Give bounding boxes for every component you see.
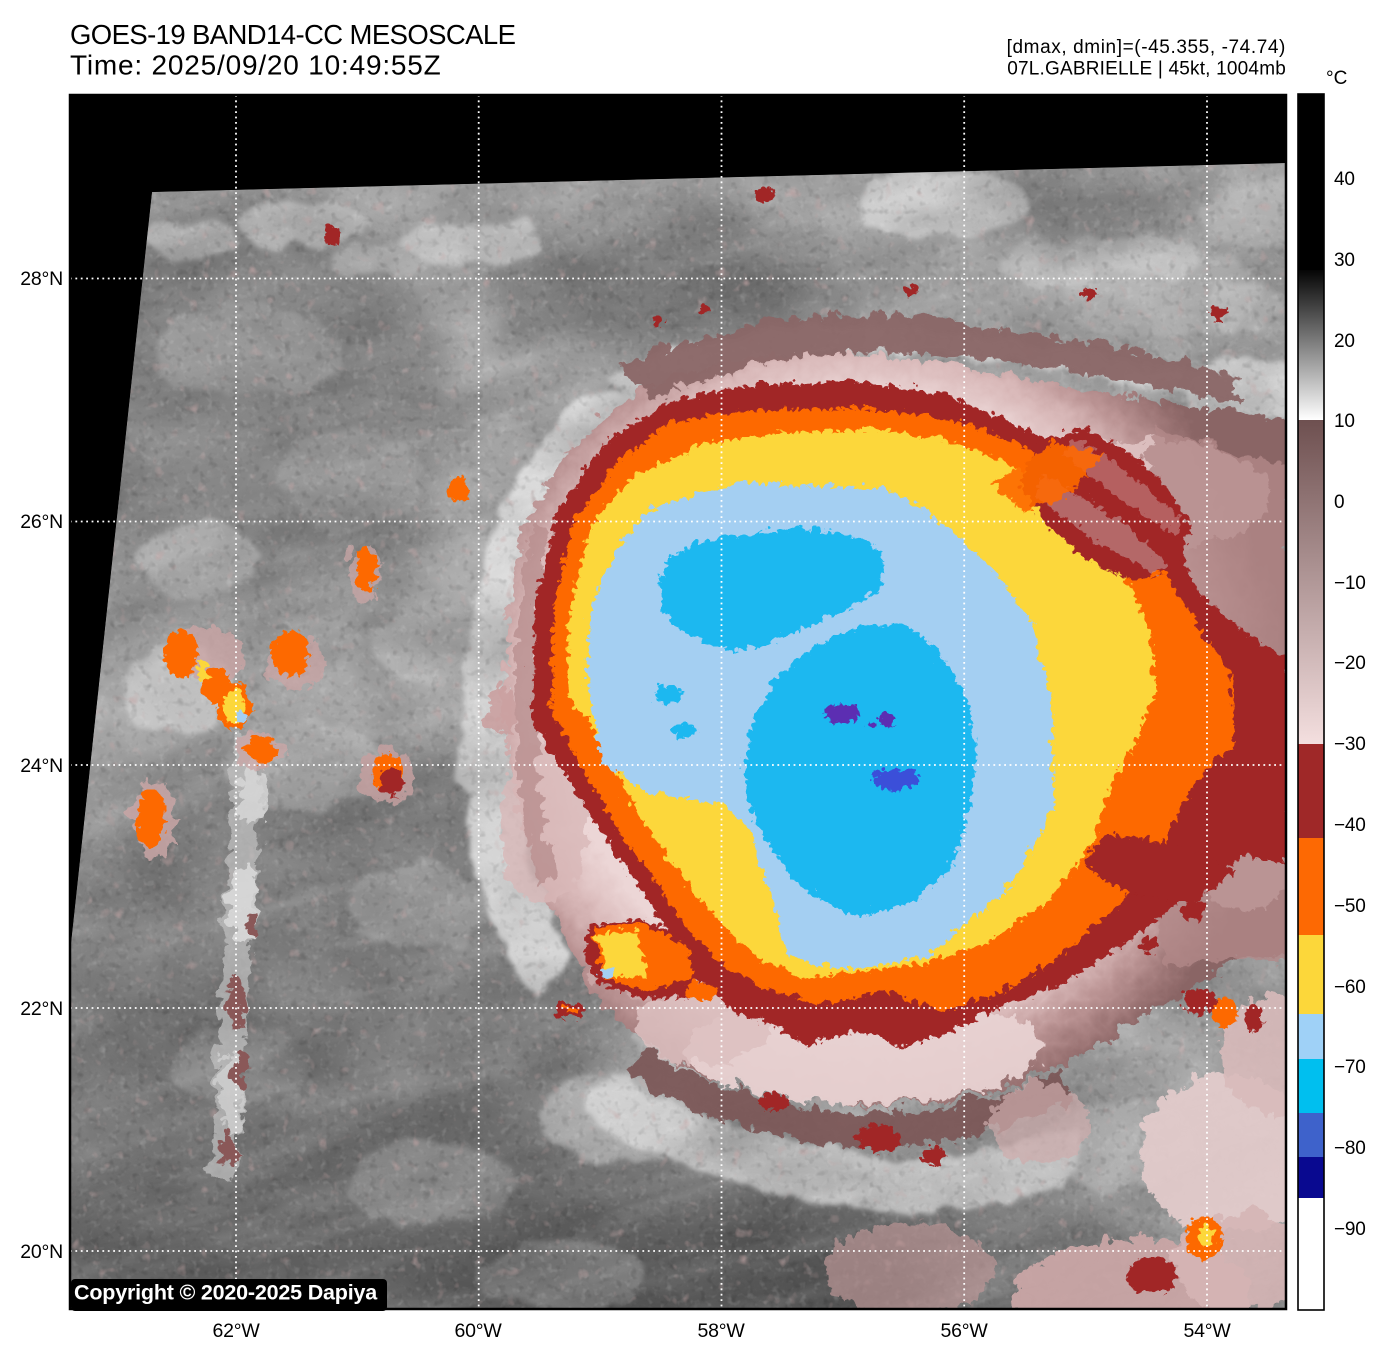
svg-text:−60: −60 [1334, 977, 1366, 998]
svg-text:60°W: 60°W [454, 1320, 502, 1342]
svg-text:22°N: 22°N [20, 998, 63, 1020]
svg-text:20°N: 20°N [20, 1241, 63, 1263]
svg-text:°C: °C [1326, 68, 1347, 89]
svg-text:−40: −40 [1334, 815, 1366, 836]
svg-text:24°N: 24°N [20, 755, 63, 777]
svg-text:30: 30 [1334, 250, 1355, 271]
svg-text:26°N: 26°N [20, 511, 63, 533]
svg-text:07L.GABRIELLE | 45kt, 1004mb: 07L.GABRIELLE | 45kt, 1004mb [1007, 59, 1286, 80]
svg-text:Copyright © 2020-2025 Dapiya: Copyright © 2020-2025 Dapiya [74, 1281, 378, 1305]
svg-text:−90: −90 [1334, 1219, 1366, 1240]
svg-text:62°W: 62°W [212, 1320, 260, 1342]
svg-text:−70: −70 [1334, 1057, 1366, 1078]
svg-text:40: 40 [1334, 169, 1355, 190]
svg-text:−50: −50 [1334, 896, 1366, 917]
svg-text:56°W: 56°W [940, 1320, 988, 1342]
svg-text:−80: −80 [1334, 1138, 1366, 1159]
svg-text:58°W: 58°W [697, 1320, 745, 1342]
svg-text:−30: −30 [1334, 734, 1366, 755]
svg-text:0: 0 [1334, 492, 1344, 513]
svg-text:20: 20 [1334, 331, 1355, 352]
svg-text:54°W: 54°W [1183, 1320, 1231, 1342]
svg-text:−10: −10 [1334, 573, 1366, 594]
svg-text:Time: 2025/09/20 10:49:55Z: Time: 2025/09/20 10:49:55Z [70, 50, 442, 81]
svg-text:GOES-19 BAND14-CC MESOSCALE: GOES-19 BAND14-CC MESOSCALE [70, 19, 516, 50]
svg-text:−20: −20 [1334, 653, 1366, 674]
svg-text:28°N: 28°N [20, 268, 63, 290]
svg-text:10: 10 [1334, 411, 1355, 432]
svg-text:[dmax, dmin]=(-45.355, -74.74): [dmax, dmin]=(-45.355, -74.74) [1007, 37, 1286, 58]
